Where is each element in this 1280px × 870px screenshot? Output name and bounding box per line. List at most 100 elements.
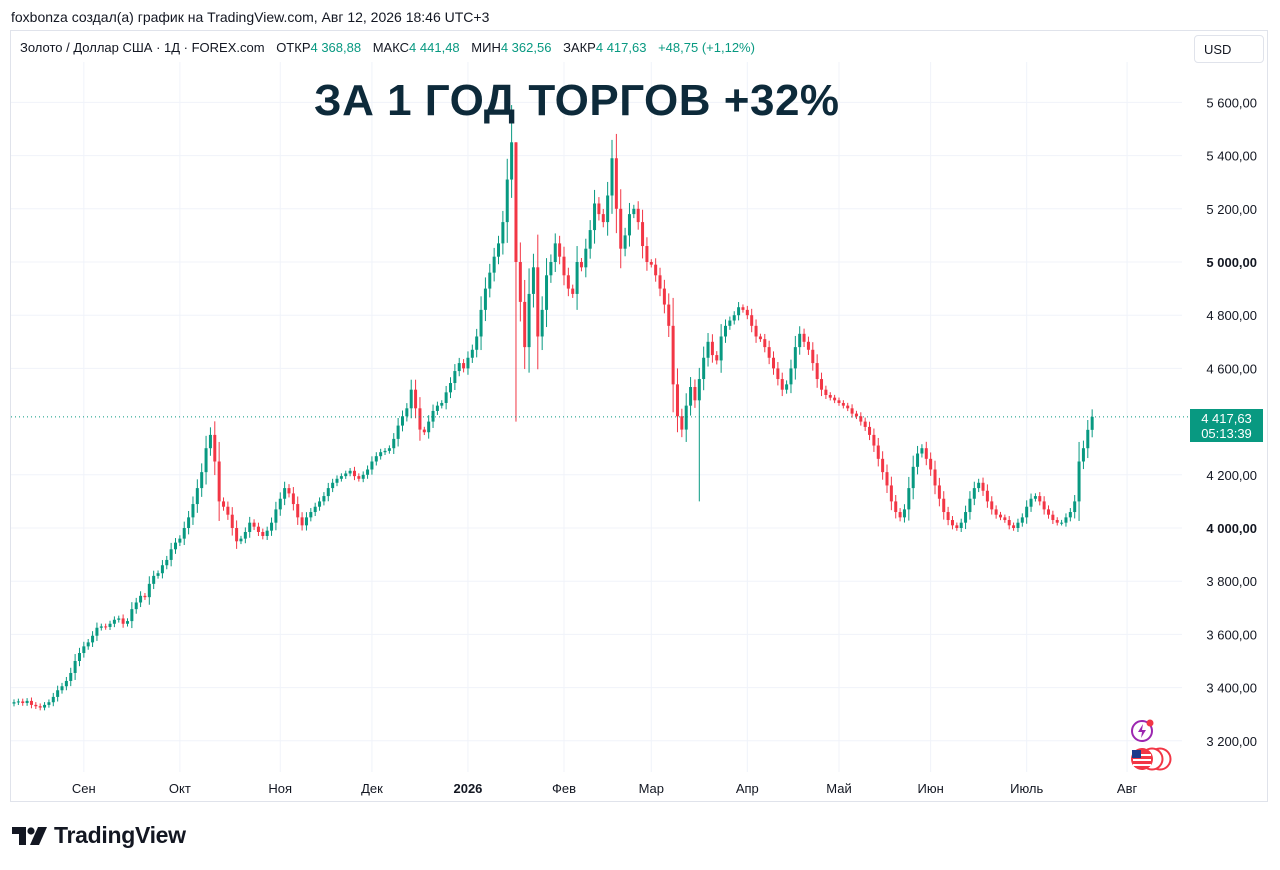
y-tick-label: 5 600,00 (1206, 95, 1257, 110)
candle-body (396, 425, 400, 439)
candle-body (697, 379, 701, 401)
y-tick-label: 4 000,00 (1206, 521, 1257, 536)
candle-body (256, 526, 260, 532)
candle-body (623, 235, 627, 249)
candle-body (994, 509, 998, 515)
candle-body (754, 325, 758, 337)
candle-body (125, 621, 129, 624)
candle-body (889, 485, 893, 502)
us-flag-events-icon[interactable] (1130, 746, 1174, 777)
high-label: МАКС (372, 40, 410, 55)
high-value: 4 441,48 (409, 40, 460, 55)
candle-body (872, 434, 876, 446)
candle-body (117, 618, 121, 620)
candle-body (387, 448, 391, 451)
candle-body (56, 690, 60, 697)
candle-body (291, 493, 295, 505)
candle-body (1012, 525, 1016, 528)
candle-body (69, 672, 73, 681)
candle-body (322, 496, 326, 502)
tradingview-brand[interactable]: TradingView (12, 822, 186, 849)
candle-body (483, 288, 487, 310)
candle-body (680, 416, 684, 430)
candle-body (942, 498, 946, 513)
candle-body (588, 230, 592, 249)
candle-body (689, 387, 693, 406)
candle-body (531, 267, 535, 294)
candle-body (16, 701, 20, 703)
candle-body (579, 262, 583, 268)
candle-body (82, 646, 86, 654)
candle-body (793, 347, 797, 369)
candle-body (444, 392, 448, 403)
candle-body (881, 458, 885, 473)
candle-body (815, 363, 819, 380)
candle-body (937, 485, 941, 499)
candle-body (213, 434, 217, 462)
candle-body (593, 203, 597, 231)
candle-body (907, 488, 911, 510)
candle-body (217, 461, 221, 502)
candle-body (998, 514, 1002, 518)
candle-body (497, 243, 501, 257)
candle-body (1060, 522, 1064, 524)
candle-body (169, 549, 173, 560)
candle-body (1068, 512, 1072, 518)
candle-body (418, 408, 422, 430)
candle-body (916, 453, 920, 467)
candle-body (182, 528, 186, 539)
candle-body (929, 458, 933, 470)
candle-body (99, 626, 103, 628)
candle-body (226, 506, 230, 515)
candle-body (1055, 520, 1059, 523)
x-tick-label: Июн (918, 781, 944, 796)
candle-body (553, 243, 557, 262)
candle-body (776, 368, 780, 380)
candle-body (1081, 448, 1085, 462)
candle-body (545, 275, 549, 310)
grid-lines (11, 62, 1182, 772)
candle-body (649, 262, 653, 265)
candle-body (641, 222, 645, 247)
open-label: ОТКР (276, 40, 311, 55)
candle-body (968, 498, 972, 513)
headline: ЗА 1 ГОД ТОРГОВ +32% (314, 76, 840, 125)
candle-body (86, 642, 90, 647)
x-axis: Сен Окт Ноя Дек 2026 Фев Мар Апр Май Июн Июль Авг (72, 781, 1138, 796)
candle-body (745, 309, 749, 316)
candle-body (208, 434, 212, 449)
candle-body (108, 623, 112, 627)
candle-body (134, 602, 138, 610)
candle-body (789, 368, 793, 385)
candle-body (619, 208, 623, 249)
candle-body (34, 704, 38, 707)
candle-body (1086, 429, 1090, 449)
candle-body (73, 661, 77, 673)
candle-body (540, 309, 544, 337)
candle-body (449, 383, 452, 393)
candle-body (750, 315, 754, 326)
candle-body (261, 531, 265, 536)
candle-body (270, 522, 274, 531)
candle-body (492, 256, 496, 273)
candle-body (911, 466, 915, 489)
candle-body (95, 627, 99, 636)
candle-body (732, 315, 736, 321)
open-value: 4 368,88 (310, 40, 362, 55)
y-axis: 3 200,00 3 400,00 3 600,00 3 800,00 4 000,00… (1206, 95, 1257, 748)
candle-body (160, 565, 164, 574)
y-tick-label: 3 400,00 (1206, 681, 1257, 696)
currency-button[interactable]: USD (1194, 35, 1264, 63)
chart-credit: foxbonza создал(а) график на TradingView… (11, 9, 490, 25)
candle-body (38, 706, 42, 708)
lightning-event-icon[interactable] (1130, 718, 1156, 749)
candle-body (1033, 496, 1037, 499)
low-label: МИН (471, 40, 501, 55)
candle-body (719, 336, 723, 361)
candle-body (195, 488, 199, 505)
candle-body (693, 387, 697, 401)
candle-body (409, 389, 413, 409)
y-tick-label: 4 200,00 (1206, 468, 1257, 483)
candle-body (427, 421, 431, 433)
